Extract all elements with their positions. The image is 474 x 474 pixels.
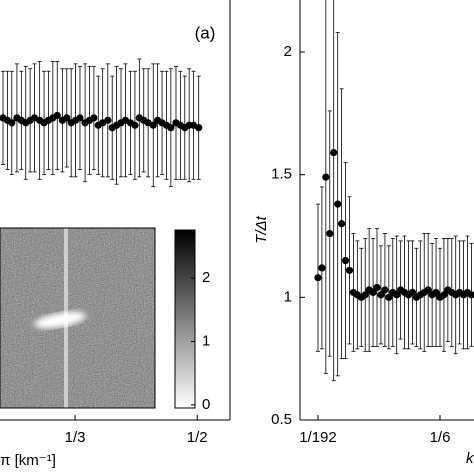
- point: [318, 264, 326, 272]
- point: [377, 291, 385, 299]
- point: [90, 114, 98, 122]
- point: [361, 291, 369, 299]
- point: [195, 124, 203, 132]
- point: [76, 114, 84, 122]
- point: [63, 114, 71, 122]
- y-tick-label: 2: [284, 43, 292, 60]
- x-axis-label: k: [466, 450, 474, 467]
- x-axis-label: π [km⁻¹]: [0, 452, 56, 469]
- x-tick-label: 1/6: [430, 429, 451, 446]
- point: [432, 288, 440, 297]
- y-tick-label: 1.5: [271, 166, 292, 183]
- y-axis-label: T/Δt: [253, 215, 270, 243]
- annotation: (a): [195, 23, 216, 42]
- point: [373, 283, 381, 292]
- point: [338, 220, 346, 228]
- point: [369, 288, 377, 297]
- point: [8, 119, 16, 127]
- x-tick-label: 1/2: [187, 429, 208, 446]
- point: [424, 286, 432, 294]
- point: [381, 286, 389, 294]
- point: [408, 288, 417, 297]
- point: [326, 229, 334, 238]
- point: [440, 291, 448, 299]
- colorbar-tick-label: 1: [202, 332, 210, 349]
- point: [385, 293, 393, 301]
- colorbar-tick-label: 0: [202, 396, 210, 413]
- point: [334, 200, 342, 208]
- inset-image: [0, 227, 156, 409]
- x-tick-label: 1/3: [65, 429, 86, 446]
- point: [314, 274, 322, 282]
- x-tick-label: 1/192: [299, 429, 337, 446]
- point: [393, 291, 401, 299]
- point: [53, 111, 61, 120]
- point: [330, 148, 338, 157]
- point: [345, 266, 354, 274]
- point: [104, 116, 112, 124]
- point: [467, 291, 474, 299]
- colorbar: [174, 229, 196, 409]
- y-tick-label: 0.5: [271, 411, 292, 428]
- y-tick-label: 1: [284, 288, 292, 305]
- point: [131, 121, 139, 129]
- point: [167, 124, 175, 132]
- point: [149, 121, 157, 129]
- point: [341, 256, 350, 265]
- point: [322, 173, 330, 181]
- colorbar-tick-label: 2: [202, 269, 210, 286]
